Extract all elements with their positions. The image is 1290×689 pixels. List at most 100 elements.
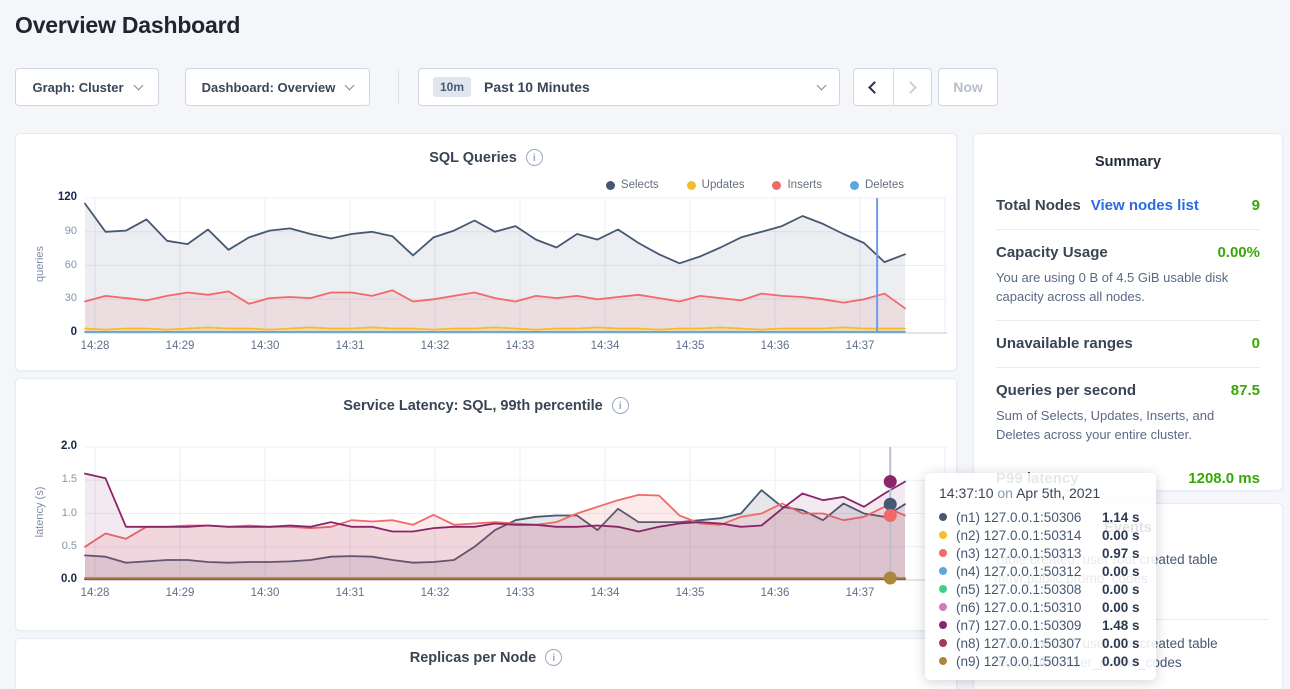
summary-value: 0.00% bbox=[1217, 244, 1260, 261]
x-tick-label: 14:36 bbox=[753, 340, 797, 352]
info-icon[interactable]: i bbox=[545, 649, 562, 666]
x-tick-label: 14:28 bbox=[73, 587, 117, 599]
tooltip-node-value: 0.00 s bbox=[1102, 564, 1140, 579]
chevron-down-icon bbox=[817, 80, 827, 90]
summary-title: Summary bbox=[974, 134, 1282, 170]
sql-queries-chart-panel: SQL Queries i SelectsUpdatesInsertsDelet… bbox=[15, 133, 957, 371]
service-latency-chart-panel: Service Latency: SQL, 99th percentile i … bbox=[15, 378, 957, 631]
tooltip-row: (n5) 127.0.0.1:503080.00 s bbox=[939, 580, 1142, 598]
x-tick-label: 14:35 bbox=[668, 340, 712, 352]
tooltip-rows: (n1) 127.0.0.1:503061.14 s(n2) 127.0.0.1… bbox=[939, 508, 1142, 670]
dashboard-dropdown-label: Dashboard: Overview bbox=[202, 80, 336, 95]
chart-title-row: Replicas per Node i bbox=[16, 649, 956, 666]
node-color-dot-icon bbox=[939, 513, 947, 521]
service-latency-chart[interactable]: latency (s)0.00.51.01.52.014:2814:2914:3… bbox=[16, 379, 956, 630]
x-tick-label: 14:32 bbox=[413, 340, 457, 352]
tooltip-on-word: on bbox=[997, 485, 1013, 501]
summary-row: Queries per second 87.5 bbox=[996, 382, 1260, 400]
time-range-dropdown[interactable]: 10m Past 10 Minutes bbox=[418, 68, 840, 106]
tooltip-node-label: (n3) 127.0.0.1:50313 bbox=[956, 546, 1102, 561]
tooltip-date: Apr 5th, 2021 bbox=[1016, 485, 1100, 501]
tooltip-row: (n3) 127.0.0.1:503130.97 s bbox=[939, 544, 1142, 562]
x-tick-label: 14:29 bbox=[158, 340, 202, 352]
summary-label-group: Capacity Usage bbox=[996, 244, 1108, 262]
x-tick-label: 14:31 bbox=[328, 340, 372, 352]
chart-title: Replicas per Node bbox=[410, 650, 537, 666]
tooltip-node-value: 0.00 s bbox=[1102, 636, 1140, 651]
tooltip-node-value: 0.97 s bbox=[1102, 546, 1140, 561]
node-color-dot-icon bbox=[939, 621, 947, 629]
chevron-left-icon bbox=[868, 81, 881, 94]
chevron-down-icon bbox=[345, 80, 355, 90]
dashboard-dropdown[interactable]: Dashboard: Overview bbox=[185, 68, 370, 106]
summary-label-group: Queries per second bbox=[996, 382, 1136, 400]
toolbar-divider bbox=[398, 70, 399, 104]
summary-row: Total Nodes View nodes list 9 bbox=[996, 197, 1260, 215]
tooltip-row: (n6) 127.0.0.1:503100.00 s bbox=[939, 598, 1142, 616]
x-tick-label: 14:30 bbox=[243, 340, 287, 352]
crosshair-dot bbox=[884, 498, 897, 511]
summary-label-group: Total Nodes View nodes list bbox=[996, 197, 1199, 215]
y-tick-label: 60 bbox=[39, 259, 77, 271]
tooltip-row: (n1) 127.0.0.1:503061.14 s bbox=[939, 508, 1142, 526]
tooltip-row: (n4) 127.0.0.1:503120.00 s bbox=[939, 562, 1142, 580]
summary-value: 9 bbox=[1252, 197, 1260, 214]
tooltip-node-label: (n8) 127.0.0.1:50307 bbox=[956, 636, 1102, 651]
tooltip-node-value: 1.48 s bbox=[1102, 618, 1140, 633]
x-tick-label: 14:31 bbox=[328, 587, 372, 599]
summary-divider bbox=[996, 320, 1260, 321]
tooltip-node-label: (n4) 127.0.0.1:50312 bbox=[956, 564, 1102, 579]
tooltip-node-label: (n5) 127.0.0.1:50308 bbox=[956, 582, 1102, 597]
time-range-badge: 10m bbox=[433, 77, 471, 97]
tooltip-timestamp: 14:37:10 on Apr 5th, 2021 bbox=[939, 485, 1142, 501]
sql-queries-chart[interactable]: queries030609012014:2814:2914:3014:3114:… bbox=[16, 134, 956, 370]
y-tick-label: 0.0 bbox=[39, 573, 77, 585]
summary-value: 87.5 bbox=[1231, 382, 1260, 399]
node-color-dot-icon bbox=[939, 657, 947, 665]
chart-plot-svg bbox=[85, 447, 947, 580]
summary-label: Unavailable ranges bbox=[996, 335, 1133, 352]
x-tick-label: 14:28 bbox=[73, 340, 117, 352]
tooltip-node-value: 0.00 s bbox=[1102, 582, 1140, 597]
chart-hover-tooltip: 14:37:10 on Apr 5th, 2021 (n1) 127.0.0.1… bbox=[925, 473, 1156, 680]
time-range-label: Past 10 Minutes bbox=[484, 79, 590, 95]
chevron-down-icon bbox=[133, 80, 143, 90]
now-button[interactable]: Now bbox=[938, 68, 998, 106]
series-area-(n7) 127.0.0.1:50309 bbox=[85, 474, 905, 580]
summary-label: Total Nodes bbox=[996, 197, 1081, 214]
tooltip-node-label: (n2) 127.0.0.1:50314 bbox=[956, 528, 1102, 543]
node-color-dot-icon bbox=[939, 549, 947, 557]
x-tick-label: 14:32 bbox=[413, 587, 457, 599]
tooltip-node-label: (n6) 127.0.0.1:50310 bbox=[956, 600, 1102, 615]
summary-row: Capacity Usage 0.00% bbox=[996, 244, 1260, 262]
y-tick-label: 0 bbox=[39, 326, 77, 338]
x-tick-label: 14:29 bbox=[158, 587, 202, 599]
crosshair-dot bbox=[884, 572, 897, 585]
graph-dropdown-label: Graph: Cluster bbox=[32, 80, 123, 95]
step-forward-button[interactable] bbox=[893, 69, 932, 105]
x-tick-label: 14:34 bbox=[583, 340, 627, 352]
x-tick-label: 14:37 bbox=[838, 340, 882, 352]
x-tick-label: 14:36 bbox=[753, 587, 797, 599]
chevron-right-icon bbox=[904, 81, 917, 94]
summary-value: 1208.0 ms bbox=[1188, 470, 1260, 487]
x-tick-label: 14:30 bbox=[243, 587, 287, 599]
x-tick-label: 14:35 bbox=[668, 587, 712, 599]
replicas-per-node-chart-panel: Replicas per Node i bbox=[15, 638, 957, 689]
view-nodes-list-link[interactable]: View nodes list bbox=[1091, 197, 1199, 214]
tooltip-node-value: 0.00 s bbox=[1102, 654, 1140, 669]
tooltip-time: 14:37:10 bbox=[939, 485, 994, 501]
step-back-button[interactable] bbox=[854, 69, 893, 105]
node-color-dot-icon bbox=[939, 603, 947, 611]
chart-plot-svg bbox=[85, 198, 947, 333]
graph-dropdown[interactable]: Graph: Cluster bbox=[15, 68, 159, 106]
summary-label-group: Unavailable ranges bbox=[996, 335, 1133, 353]
summary-label: Capacity Usage bbox=[996, 244, 1108, 261]
now-button-label: Now bbox=[953, 79, 983, 95]
summary-row: Unavailable ranges0 bbox=[996, 335, 1260, 353]
y-tick-label: 0.5 bbox=[39, 540, 77, 552]
x-tick-label: 14:33 bbox=[498, 587, 542, 599]
tooltip-node-value: 0.00 s bbox=[1102, 600, 1140, 615]
tooltip-row: (n2) 127.0.0.1:503140.00 s bbox=[939, 526, 1142, 544]
summary-description: You are using 0 B of 4.5 GiB usable disk… bbox=[996, 268, 1260, 306]
